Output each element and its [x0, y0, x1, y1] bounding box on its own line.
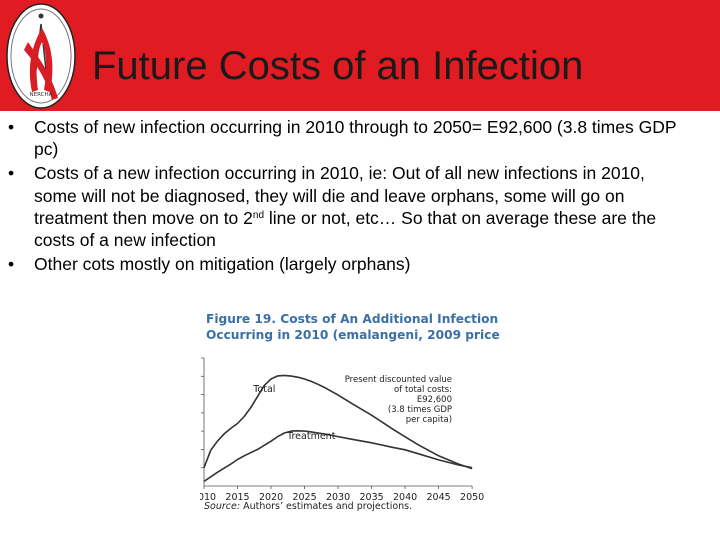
pdv-annotation-line: Present discounted value: [345, 375, 452, 385]
figure-title-line: Figure 19. Costs of An Additional Infect…: [206, 312, 498, 326]
chart-series: [203, 374, 473, 483]
pdv-annotation-line: E92,600: [417, 395, 452, 405]
series-line-treatment: [203, 430, 473, 483]
bullet-text: Costs of a new infection occurring in 20…: [34, 163, 656, 250]
page-title: Future Costs of an Infection: [92, 44, 584, 88]
bullet-item: • Other cots mostly on mitigation (large…: [0, 253, 720, 275]
figure-title-line: Occurring in 2010 (emalangeni, 2009 pric…: [206, 328, 500, 342]
treatment-series-label: Treatment: [286, 431, 336, 442]
bullet-dot-icon: •: [8, 163, 15, 184]
figure-19: Figure 19. Costs of An Additional Infect…: [200, 308, 500, 520]
figure-title: Figure 19. Costs of An Additional Infect…: [206, 312, 500, 342]
pdv-annotation-line: (3.8 times GDP: [388, 405, 452, 415]
x-tick-label: 2030: [326, 492, 350, 503]
line-chart: Figure 19. Costs of An Additional Infect…: [200, 312, 500, 503]
x-tick-label: 2040: [393, 492, 417, 503]
chart-ticks: 1,0002,0003,0004,0005,0006,0007,00020102…: [200, 357, 484, 503]
bullet-text: Costs of new infection occurring in 2010…: [34, 117, 677, 160]
bullet-item: • Costs of new infection occurring in 20…: [0, 116, 720, 160]
bullet-item: • Costs of a new infection occurring in …: [0, 162, 720, 251]
logo-text: NERCHA: [30, 92, 53, 98]
figure-source: Source: Authors’ estimates and projectio…: [204, 501, 412, 512]
ordinal-superscript: nd: [252, 209, 265, 221]
bullet-text: Other cots mostly on mitigation (largely…: [34, 254, 411, 275]
pdv-annotation-line: per capita): [406, 415, 452, 425]
title-bar: NERCHA Future Costs of an Infection: [0, 0, 720, 111]
x-tick-label: 2025: [292, 492, 316, 503]
bullet-dot-icon: •: [8, 117, 15, 137]
x-tick-label: 2020: [259, 492, 283, 503]
x-tick-label: 2045: [427, 492, 451, 503]
pdv-annotation-line: of total costs:: [394, 385, 452, 395]
nercha-logo: NERCHA: [4, 2, 78, 110]
bullet-text-part: Costs of a new infection occurring in 20…: [34, 163, 645, 228]
ribbon-emblem-icon: NERCHA: [6, 3, 76, 109]
bullet-list: • Costs of new infection occurring in 20…: [0, 116, 720, 275]
source-text: Authors’ estimates and projections.: [243, 501, 413, 512]
bullet-text-part: line or not, etc… So that on average the…: [34, 207, 657, 251]
source-label: Source:: [204, 501, 241, 512]
x-tick-label: 2010: [200, 492, 216, 503]
x-tick-label: 2015: [225, 492, 249, 503]
total-series-label: Total: [252, 384, 275, 395]
x-tick-label: 2035: [359, 492, 383, 503]
bullet-dot-icon: •: [8, 254, 15, 275]
x-tick-label: 2050: [460, 492, 484, 503]
chart-annotations: Total Treatment Present discounted valueof…: [252, 375, 452, 442]
series-line-total: [203, 374, 473, 470]
